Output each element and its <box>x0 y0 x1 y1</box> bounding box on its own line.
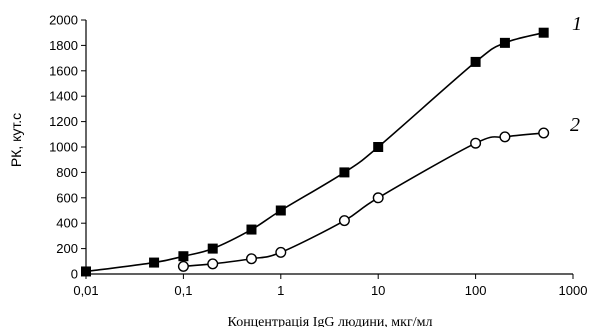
data-point-square <box>538 27 549 38</box>
x-axis-label: Концентрація IgG людини, мкг/мл <box>228 315 433 327</box>
data-point-square <box>373 142 384 152</box>
series-1-line <box>85 31 544 273</box>
x-tick-label: 0,1 <box>174 283 192 298</box>
y-tick-label: 400 <box>56 216 78 231</box>
y-axis-ticks: 0 200 400 600 800 1000 1200 1400 1600 1800 2000 <box>49 13 86 282</box>
y-tick-label: 0 <box>71 267 78 282</box>
y-tick-label: 1800 <box>49 38 78 53</box>
data-point-circle <box>338 215 350 227</box>
data-point-circle <box>372 192 384 204</box>
data-point-square <box>339 167 350 178</box>
data-point-square <box>246 224 257 235</box>
data-point-square <box>149 257 160 268</box>
data-point-square <box>178 251 189 262</box>
y-tick-label: 1000 <box>49 140 78 155</box>
data-point-square <box>207 243 218 254</box>
series-2 <box>177 127 550 272</box>
series-layer <box>81 27 550 277</box>
x-tick-label: 1 <box>277 283 284 298</box>
y-tick-label: 200 <box>56 241 78 256</box>
data-point-circle <box>470 137 482 149</box>
x-tick-label: 10 <box>371 283 385 298</box>
x-tick-label: 0,01 <box>73 283 98 298</box>
series-2-line <box>183 132 544 268</box>
axes <box>85 20 573 275</box>
data-point-square <box>275 205 286 216</box>
x-axis-ticks: 0,01 0,1 1 10 100 1000 <box>73 274 587 298</box>
data-point-circle <box>499 131 511 143</box>
data-point-circle <box>207 258 219 270</box>
data-point-square <box>470 56 481 67</box>
y-tick-label: 1400 <box>49 89 78 104</box>
data-point-circle <box>538 127 550 139</box>
series-1-label: 1 <box>572 13 582 35</box>
series-2-label: 2 <box>570 114 580 136</box>
data-point-square <box>81 266 91 277</box>
y-tick-label: 800 <box>56 165 78 180</box>
x-tick-label: 100 <box>465 283 487 298</box>
data-point-circle <box>245 253 257 265</box>
y-axis-label: РК, кут.с <box>8 113 24 167</box>
y-tick-label: 1200 <box>49 114 78 129</box>
data-point-circle <box>275 246 287 258</box>
series-1 <box>81 27 549 277</box>
x-tick-label: 1000 <box>559 283 588 298</box>
y-tick-label: 600 <box>56 190 78 205</box>
data-point-square <box>499 37 510 48</box>
y-tick-label: 1600 <box>49 63 78 78</box>
y-tick-label: 2000 <box>49 13 78 28</box>
data-point-circle <box>177 260 189 272</box>
